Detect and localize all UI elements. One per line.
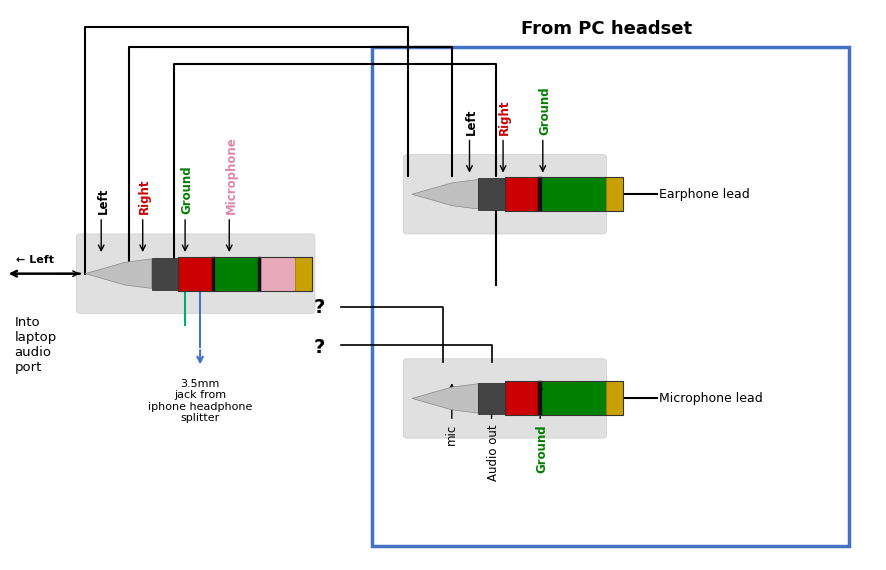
Bar — [372, 47, 850, 546]
Bar — [215, 256, 258, 291]
Bar — [178, 256, 212, 291]
Bar — [505, 177, 539, 211]
Text: Earphone lead: Earphone lead — [659, 188, 750, 201]
Bar — [152, 258, 178, 290]
Polygon shape — [85, 259, 152, 288]
Text: Microphone lead: Microphone lead — [659, 392, 763, 405]
Text: Into
laptop
audio
port: Into laptop audio port — [15, 316, 57, 374]
Text: Ground: Ground — [181, 165, 193, 214]
Bar — [261, 256, 295, 291]
Text: Left: Left — [465, 108, 478, 135]
Bar — [505, 381, 539, 416]
Bar — [542, 381, 605, 416]
Text: mic: mic — [446, 424, 458, 445]
FancyBboxPatch shape — [76, 234, 315, 314]
Bar — [178, 256, 312, 291]
Bar — [505, 177, 623, 211]
Text: From PC headset: From PC headset — [521, 21, 692, 38]
Text: ?: ? — [314, 338, 325, 357]
Text: Microphone: Microphone — [224, 136, 237, 214]
Polygon shape — [412, 180, 478, 209]
Bar — [542, 177, 605, 211]
Text: Audio out: Audio out — [486, 424, 500, 481]
Text: Right: Right — [498, 99, 511, 135]
Bar — [258, 256, 261, 291]
Text: 3.5mm
jack from
iphone headphone
splitter: 3.5mm jack from iphone headphone splitte… — [148, 378, 253, 424]
Bar — [605, 381, 623, 416]
Bar — [295, 256, 312, 291]
Bar — [212, 256, 215, 291]
Text: Ground: Ground — [538, 86, 551, 135]
Bar — [505, 381, 623, 416]
Text: ?: ? — [314, 298, 325, 317]
Text: ← Left: ← Left — [16, 255, 54, 265]
Polygon shape — [412, 384, 478, 413]
FancyBboxPatch shape — [403, 359, 606, 438]
Bar — [539, 381, 542, 416]
Bar — [478, 178, 505, 210]
Text: Right: Right — [138, 178, 151, 214]
FancyBboxPatch shape — [403, 154, 606, 234]
Bar — [605, 177, 623, 211]
Bar — [478, 382, 505, 414]
Text: Left: Left — [97, 188, 110, 214]
Bar — [539, 177, 542, 211]
Text: Ground: Ground — [535, 424, 548, 473]
